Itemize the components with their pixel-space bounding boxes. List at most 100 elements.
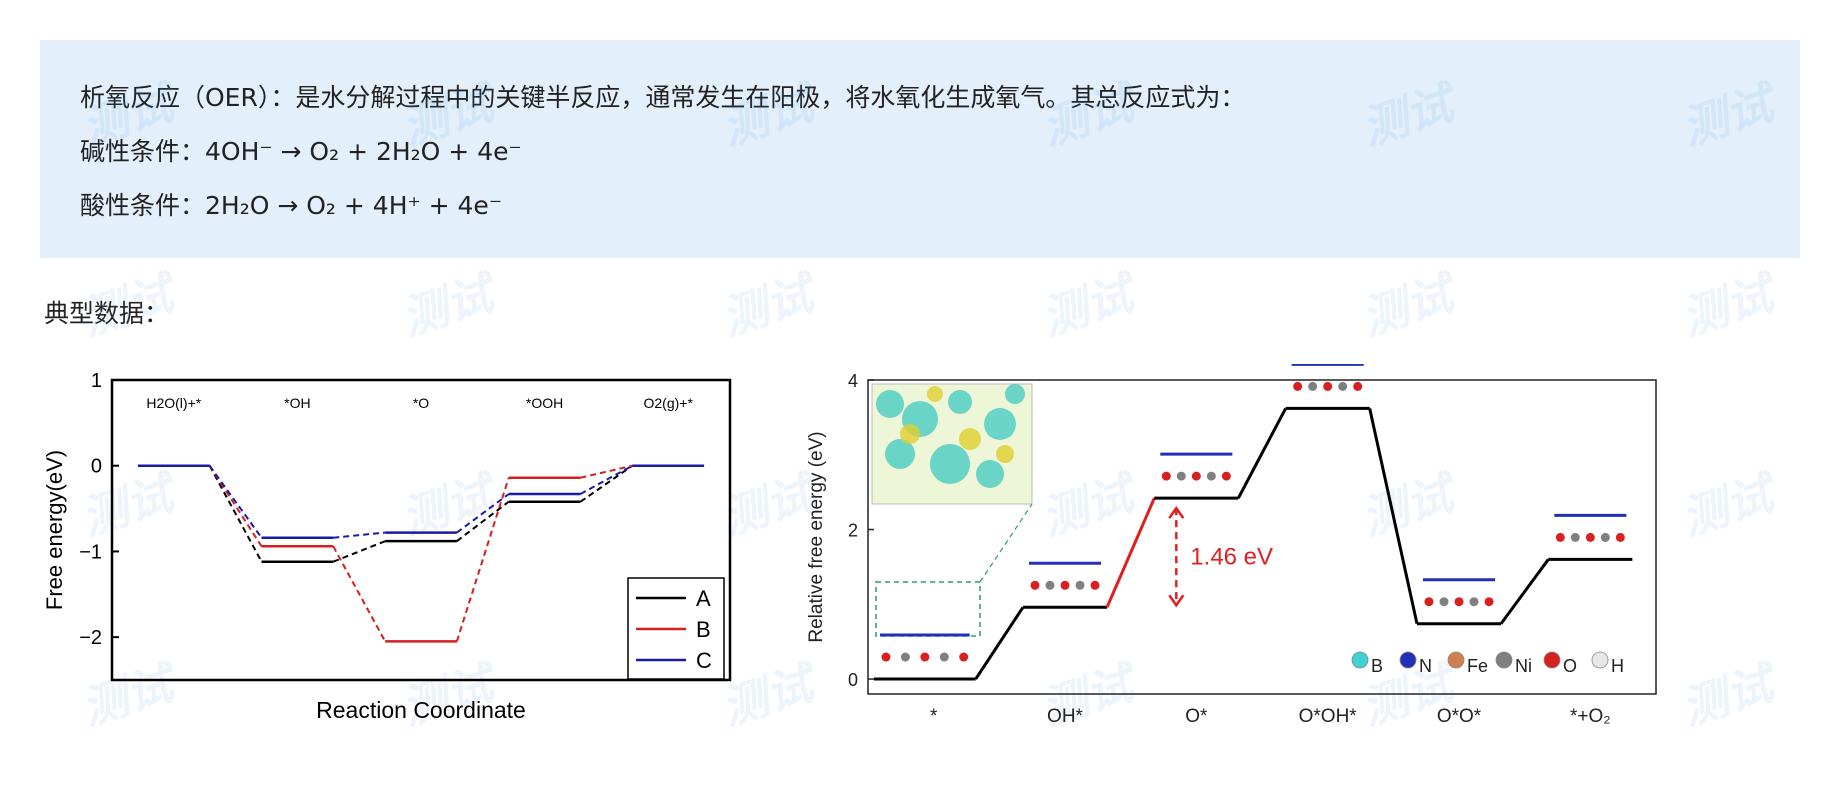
structure-atom xyxy=(1191,471,1201,481)
x-tick-label: OH* xyxy=(1047,706,1084,727)
inset-highlight-box xyxy=(875,581,981,637)
watermark: 测试 xyxy=(714,265,820,346)
density-blob xyxy=(927,386,943,402)
density-blob xyxy=(996,445,1014,463)
structure-atom xyxy=(1323,381,1333,391)
intro-line-alkaline: 碱性条件：4OH⁻ → O₂ + 2H₂O + 4e⁻ xyxy=(80,137,522,166)
transition-C xyxy=(208,465,263,539)
step-label: O2(g)+* xyxy=(643,395,693,411)
atom-legend-swatch xyxy=(1351,651,1369,669)
right-chart-svg: 0 2 4 Relative free energy (eV) * OH* O* O*OH* O… xyxy=(806,362,1657,727)
density-blob xyxy=(984,408,1016,440)
transition xyxy=(1237,407,1287,499)
structure-atom xyxy=(1308,381,1318,391)
free-energy-chart-left: 1 0 −1 −2 Free energy(eV) Reaction Coordinate… xyxy=(40,364,740,744)
x-tick-label: O* xyxy=(1185,706,1208,727)
inset-connector xyxy=(979,503,1033,583)
x-tick-label: *+O₂ xyxy=(1570,706,1611,727)
free-energy-chart-right: 0 2 4 Relative free energy (eV) * OH* O* O*OH* O… xyxy=(800,362,1670,744)
structure-atom xyxy=(1030,580,1040,590)
intro-box: 析氧反应（OER）：是水分解过程中的关键半反应，通常发生在阳极，将水氧化生成氧气… xyxy=(40,40,1800,258)
structure-atom xyxy=(1469,597,1479,607)
watermark: 测试 xyxy=(1674,465,1780,546)
structure-atom xyxy=(1570,532,1580,542)
section-label: 典型数据： xyxy=(44,299,170,328)
transition xyxy=(974,606,1025,680)
density-blob xyxy=(885,439,915,469)
y-tick-label: 2 xyxy=(848,521,858,541)
arrow-head-up xyxy=(1168,505,1185,519)
energy-gap-label: 1.46 eV xyxy=(1190,544,1273,571)
step-label: *OOH xyxy=(526,395,563,411)
structure-atom xyxy=(1454,597,1464,607)
legend-label-B: B xyxy=(696,617,711,642)
watermark: 测试 xyxy=(1034,265,1140,346)
structure-atom xyxy=(920,652,930,662)
density-blob xyxy=(900,424,920,444)
atom-legend-swatch xyxy=(1591,651,1609,669)
atom-legend-swatch xyxy=(1399,651,1417,669)
y-tick-label: 1 xyxy=(91,370,102,392)
legend-label-A: A xyxy=(696,586,711,611)
watermark: 测试 xyxy=(1354,265,1460,346)
watermark: 测试 xyxy=(1674,655,1780,736)
x-axis-label: Reaction Coordinate xyxy=(316,697,526,723)
rate-limiting-step xyxy=(1105,497,1156,608)
structure-atom xyxy=(1555,532,1565,542)
transition-A xyxy=(579,464,633,503)
transition-C xyxy=(456,493,510,534)
step-label: *O xyxy=(413,395,429,411)
structure-atom xyxy=(1045,580,1055,590)
structure-atom xyxy=(1424,597,1434,607)
structure-atom xyxy=(1060,580,1070,590)
intro-line-acidic: 酸性条件：2H₂O → O₂ + 4H⁺ + 4e⁻ xyxy=(80,191,503,220)
structure-atom xyxy=(1206,471,1216,481)
transition-C xyxy=(333,531,386,539)
structure-atom xyxy=(1075,580,1085,590)
structure-atom xyxy=(1161,471,1171,481)
arrow-head-down xyxy=(1168,594,1185,608)
y-tick-label: −2 xyxy=(79,627,102,649)
transition-C xyxy=(579,464,633,495)
transition-B xyxy=(580,464,633,479)
left-chart-svg: 1 0 −1 −2 Free energy(eV) Reaction Coordinate… xyxy=(42,370,732,723)
structure-atom xyxy=(939,652,949,662)
x-tick-label: O*O* xyxy=(1437,706,1482,727)
transition xyxy=(1368,408,1419,625)
atom-legend-label: Fe xyxy=(1467,656,1488,676)
atom-legend-label: B xyxy=(1371,656,1383,676)
atom-legend-swatch xyxy=(1495,651,1513,669)
structure-atom xyxy=(881,652,891,662)
structure-atom xyxy=(1221,471,1231,481)
plot-frame xyxy=(110,378,732,682)
structure-atom xyxy=(1338,381,1348,391)
y-tick-label: −1 xyxy=(79,541,102,563)
structure-atom xyxy=(1484,597,1494,607)
x-tick-label: O*OH* xyxy=(1299,706,1358,727)
transition-A xyxy=(208,465,263,563)
step-label: H2O(l)+* xyxy=(146,395,201,411)
density-blob xyxy=(976,460,1004,488)
structure-atom xyxy=(1090,580,1100,590)
structure-atom xyxy=(1439,597,1449,607)
transition-A xyxy=(456,500,510,542)
density-blob xyxy=(959,428,981,450)
intro-line-definition: 析氧反应（OER）：是水分解过程中的关键半反应，通常发生在阳极，将水氧化生成氧气… xyxy=(80,83,1246,112)
atom-legend-swatch xyxy=(1447,651,1465,669)
transition-B xyxy=(332,545,387,642)
y-axis-label: Free energy(eV) xyxy=(42,450,67,610)
transition xyxy=(1499,558,1550,625)
density-blob xyxy=(1005,384,1025,404)
atom-legend-label: O xyxy=(1563,656,1577,676)
structure-atom xyxy=(900,652,910,662)
plot-frame xyxy=(867,379,1657,695)
atom-legend-swatch xyxy=(1543,651,1561,669)
atom-legend-label: Ni xyxy=(1515,656,1532,676)
atom-legend-label: H xyxy=(1611,656,1624,676)
structure-atom xyxy=(1293,381,1303,391)
density-blob xyxy=(930,444,970,484)
density-blob xyxy=(948,390,972,414)
legend-label-C: C xyxy=(696,648,712,673)
y-tick-label: 0 xyxy=(848,670,858,690)
density-blob xyxy=(876,390,904,418)
